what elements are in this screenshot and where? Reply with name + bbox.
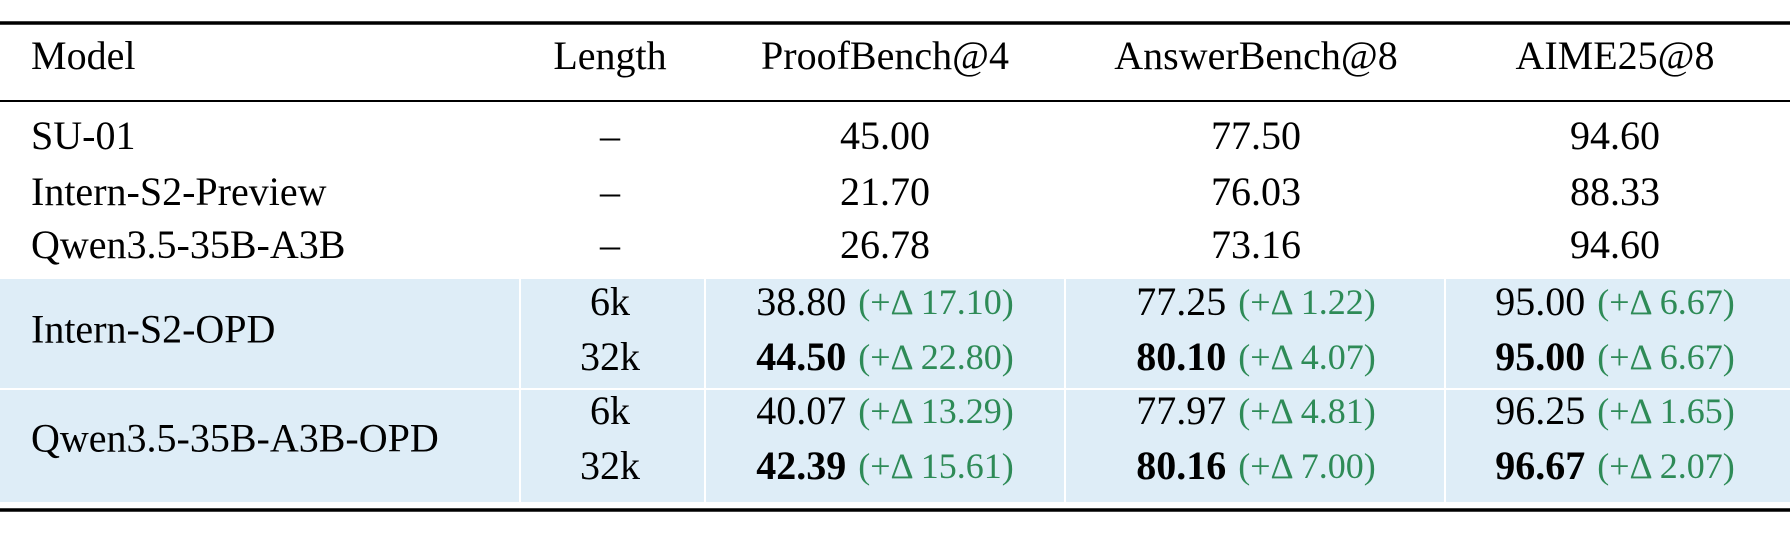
score-cell: 40.07 (+Δ 13.29) xyxy=(756,388,1013,433)
length-cell: – xyxy=(599,113,621,158)
score-cell: 88.33 xyxy=(1570,169,1660,214)
score-cell: 76.03 xyxy=(1211,169,1301,214)
score-value: 96.25 xyxy=(1495,388,1585,433)
score-cell: 95.00 (+Δ 6.67) xyxy=(1495,279,1734,324)
score-value: 76.03 xyxy=(1211,169,1301,214)
score-delta: (+Δ 1.65) xyxy=(1597,391,1734,431)
score-value: 77.97 xyxy=(1136,388,1226,433)
header-cell: AnswerBench@8 xyxy=(1114,33,1397,78)
score-delta: (+Δ 22.80) xyxy=(858,337,1013,377)
score-value: 21.70 xyxy=(840,169,930,214)
score-value: 73.16 xyxy=(1211,222,1301,267)
score-cell: 42.39 (+Δ 15.61) xyxy=(756,443,1013,488)
score-value: 80.10 xyxy=(1136,334,1226,379)
highlight-band xyxy=(0,279,1790,502)
score-cell: 77.97 (+Δ 4.81) xyxy=(1136,388,1375,433)
length-cell: – xyxy=(599,169,621,214)
model-name: SU-01 xyxy=(31,113,135,158)
score-cell: 94.60 xyxy=(1570,113,1660,158)
score-value: 26.78 xyxy=(840,222,930,267)
score-cell: 26.78 xyxy=(840,222,930,267)
score-value: 40.07 xyxy=(756,388,846,433)
length-cell: – xyxy=(599,222,621,267)
score-cell: 73.16 xyxy=(1211,222,1301,267)
score-delta: (+Δ 17.10) xyxy=(858,282,1013,322)
model-name: Intern-S2-OPD xyxy=(31,307,275,352)
score-cell: 77.50 xyxy=(1211,113,1301,158)
score-cell: 95.00 (+Δ 6.67) xyxy=(1495,334,1734,379)
score-cell: 38.80 (+Δ 17.10) xyxy=(756,279,1013,324)
score-delta: (+Δ 1.22) xyxy=(1238,282,1375,322)
score-value: 95.00 xyxy=(1495,334,1585,379)
model-name: Qwen3.5-35B-A3B-OPD xyxy=(31,416,439,461)
length-cell: 6k xyxy=(590,279,630,324)
length-cell: 6k xyxy=(590,388,630,433)
score-delta: (+Δ 7.00) xyxy=(1238,446,1375,486)
score-delta: (+Δ 15.61) xyxy=(858,446,1013,486)
length-cell: 32k xyxy=(580,443,640,488)
score-cell: 44.50 (+Δ 22.80) xyxy=(756,334,1013,379)
score-delta: (+Δ 6.67) xyxy=(1597,337,1734,377)
score-cell: 96.25 (+Δ 1.65) xyxy=(1495,388,1734,433)
score-value: 88.33 xyxy=(1570,169,1660,214)
score-value: 77.50 xyxy=(1211,113,1301,158)
score-delta: (+Δ 2.07) xyxy=(1597,446,1734,486)
score-cell: 80.10 (+Δ 4.07) xyxy=(1136,334,1375,379)
score-cell: 45.00 xyxy=(840,113,930,158)
score-value: 45.00 xyxy=(840,113,930,158)
score-cell: 77.25 (+Δ 1.22) xyxy=(1136,279,1375,324)
score-value: 94.60 xyxy=(1570,113,1660,158)
score-value: 42.39 xyxy=(756,443,846,488)
score-value: 38.80 xyxy=(756,279,846,324)
header-cell: ProofBench@4 xyxy=(761,33,1009,78)
score-cell: 21.70 xyxy=(840,169,930,214)
score-cell: 96.67 (+Δ 2.07) xyxy=(1495,443,1734,488)
score-cell: 80.16 (+Δ 7.00) xyxy=(1136,443,1375,488)
length-cell: 32k xyxy=(580,334,640,379)
score-value: 95.00 xyxy=(1495,279,1585,324)
header-cell: AIME25@8 xyxy=(1515,33,1714,78)
score-delta: (+Δ 13.29) xyxy=(858,391,1013,431)
score-delta: (+Δ 6.67) xyxy=(1597,282,1734,322)
score-value: 94.60 xyxy=(1570,222,1660,267)
score-cell: 94.60 xyxy=(1570,222,1660,267)
model-name: Intern-S2-Preview xyxy=(31,169,327,214)
header-cell: Length xyxy=(553,33,666,78)
header-cell: Model xyxy=(31,33,135,78)
score-value: 96.67 xyxy=(1495,443,1585,488)
score-value: 77.25 xyxy=(1136,279,1226,324)
score-delta: (+Δ 4.81) xyxy=(1238,391,1375,431)
score-delta: (+Δ 4.07) xyxy=(1238,337,1375,377)
score-value: 44.50 xyxy=(756,334,846,379)
score-value: 80.16 xyxy=(1136,443,1226,488)
model-name: Qwen3.5-35B-A3B xyxy=(31,222,345,267)
